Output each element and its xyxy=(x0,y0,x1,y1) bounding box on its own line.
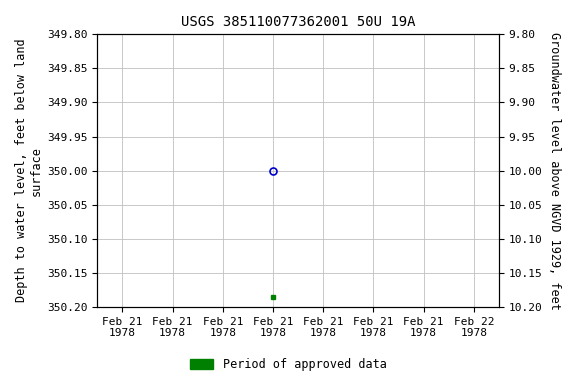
Legend: Period of approved data: Period of approved data xyxy=(185,354,391,376)
Title: USGS 385110077362001 50U 19A: USGS 385110077362001 50U 19A xyxy=(181,15,415,29)
Y-axis label: Groundwater level above NGVD 1929, feet: Groundwater level above NGVD 1929, feet xyxy=(548,32,561,310)
Y-axis label: Depth to water level, feet below land
surface: Depth to water level, feet below land su… xyxy=(15,39,43,303)
